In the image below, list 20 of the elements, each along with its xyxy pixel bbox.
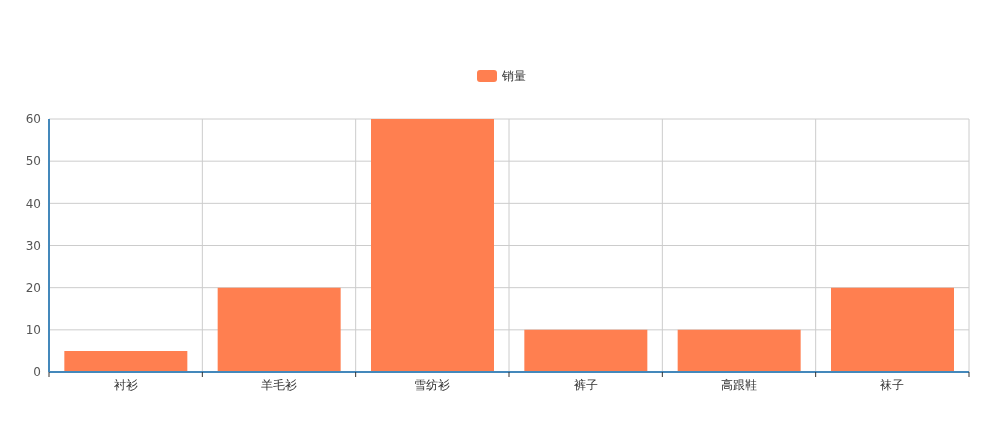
bar [524, 329, 648, 372]
x-tick-label: 高跟鞋 [721, 377, 757, 392]
bar [64, 350, 188, 372]
bar [217, 287, 341, 372]
bar [371, 119, 494, 372]
y-tick-label: 0 [33, 365, 41, 380]
y-tick-label: 50 [25, 154, 41, 169]
y-tick-label: 20 [25, 280, 41, 295]
x-tick-label: 羊毛衫 [261, 377, 297, 392]
y-tick-label: 30 [25, 238, 41, 253]
legend-label: 销量 [501, 67, 526, 85]
x-tick-label: 裤子 [573, 377, 598, 392]
x-tick-label: 袜子 [880, 377, 905, 392]
x-tick-label: 衬衫 [113, 377, 138, 392]
bar [677, 329, 801, 372]
y-tick-label: 60 [25, 112, 41, 127]
y-tick-label: 10 [25, 323, 41, 338]
y-tick-label: 40 [25, 196, 41, 211]
bar [831, 287, 954, 372]
x-tick-label: 雪纺衫 [414, 377, 451, 392]
